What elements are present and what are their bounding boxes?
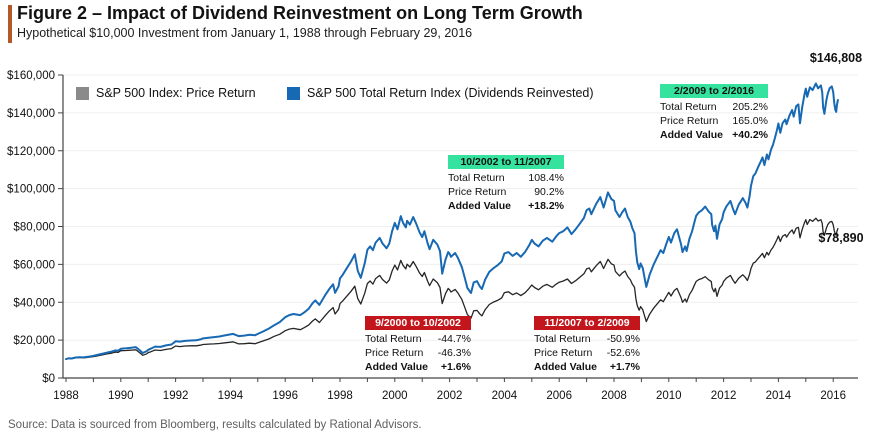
legend-label-total-return: S&P 500 Total Return Index (Dividends Re…: [307, 86, 594, 100]
annotation-row-price: Price Return 165.0%: [660, 115, 768, 127]
annotation-box-2009-2016: 2/2009 to 2/2016 Total Return 205.2% Pric…: [660, 84, 768, 142]
x-tick-label: 1994: [218, 390, 244, 402]
x-tick-label: 2008: [601, 390, 627, 402]
axes: [62, 75, 858, 379]
y-tick-label: $160,000: [7, 70, 55, 82]
series-line-price-return: [65, 217, 839, 360]
end-label-price-return: $78,890: [818, 231, 864, 245]
source-note: Source: Data is sourced from Bloomberg, …: [8, 419, 422, 431]
annotation-period: 10/2002 to 11/2007: [448, 155, 564, 169]
annotation-row-price: Price Return -52.6%: [534, 347, 640, 359]
legend-swatch-total-return: [287, 86, 300, 100]
x-tick-label: 1998: [327, 390, 353, 402]
x-tick-label: 2004: [492, 390, 518, 402]
legend-swatch-price-return: [76, 86, 89, 100]
legend-item-total-return: S&P 500 Total Return Index (Dividends Re…: [287, 86, 594, 100]
y-tick-label: $0: [42, 373, 55, 385]
x-tick-label: 2010: [656, 390, 682, 402]
annotation-row-added: Added Value +1.7%: [534, 361, 640, 373]
annotation-period: 2/2009 to 2/2016: [660, 84, 768, 98]
annotation-row-added: Added Value +18.2%: [448, 200, 564, 212]
x-tick-label: 2012: [711, 390, 737, 402]
y-tick-label: $120,000: [7, 146, 55, 158]
annotation-row-added: Added Value +40.2%: [660, 129, 768, 141]
figure-title: Figure 2 – Impact of Dividend Reinvestme…: [17, 3, 583, 23]
annotation-period: 9/2000 to 10/2002: [365, 316, 471, 330]
y-tick-label: $80,000: [13, 222, 55, 234]
figure-subtitle: Hypothetical $10,000 Investment from Jan…: [17, 26, 473, 40]
x-tick-label: 2000: [382, 390, 408, 402]
annotation-row-added: Added Value +1.6%: [365, 361, 471, 373]
annotation-row-price: Price Return -46.3%: [365, 347, 471, 359]
x-tick-label: 1990: [108, 390, 134, 402]
y-tick-label: $140,000: [7, 108, 55, 120]
end-label-total-return: $146,808: [809, 51, 863, 65]
x-tick-label: 2014: [766, 390, 792, 402]
series-line-total-return: [65, 82, 839, 361]
annotation-box-2000-2002: 9/2000 to 10/2002 Total Return -44.7% Pri…: [365, 316, 471, 374]
annotation-period: 11/2007 to 2/2009: [534, 316, 640, 330]
y-tick-label: $20,000: [13, 335, 55, 347]
annotation-box-2002-2007: 10/2002 to 11/2007 Total Return 108.4% Pr…: [448, 155, 564, 213]
annotation-row-total: Total Return 108.4%: [448, 172, 564, 184]
x-tick-label: 1988: [53, 390, 79, 402]
y-tick-label: $100,000: [7, 184, 55, 196]
annotation-row-total: Total Return -50.9%: [534, 333, 640, 345]
x-tick-label: 2016: [820, 390, 846, 402]
legend-item-price-return: S&P 500 Index: Price Return: [76, 86, 256, 100]
x-tick-label: 2006: [546, 390, 572, 402]
legend-label-price-return: S&P 500 Index: Price Return: [96, 86, 256, 100]
y-tick-label: $60,000: [13, 259, 55, 271]
annotation-row-total: Total Return -44.7%: [365, 333, 471, 345]
x-tick-label: 2002: [437, 390, 463, 402]
title-accent-bar: [8, 5, 12, 43]
annotation-row-total: Total Return 205.2%: [660, 101, 768, 113]
annotation-row-price: Price Return 90.2%: [448, 186, 564, 198]
y-tick-label: $40,000: [13, 297, 55, 309]
x-tick-label: 1996: [272, 390, 298, 402]
x-tick-label: 1992: [163, 390, 189, 402]
annotation-box-2007-2009: 11/2007 to 2/2009 Total Return -50.9% Pri…: [534, 316, 640, 374]
